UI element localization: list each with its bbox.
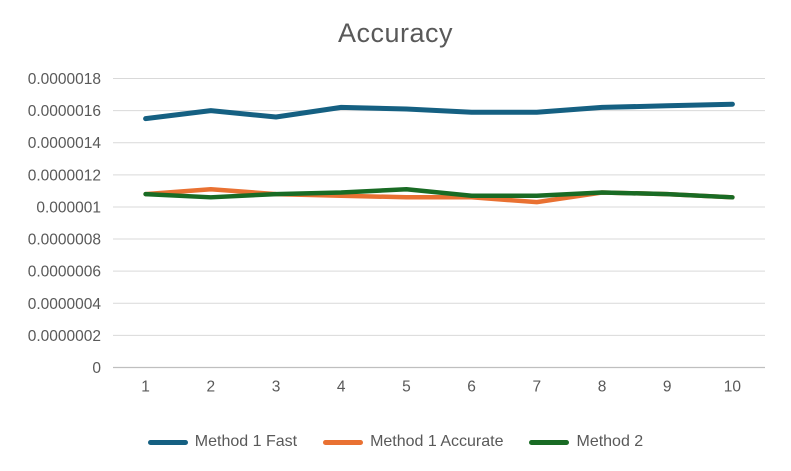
legend: Method 1 Fast Method 1 Accurate Method 2 xyxy=(0,428,791,456)
x-tick-label: 8 xyxy=(598,379,607,396)
x-tick-label: 10 xyxy=(724,379,742,396)
y-tick-label: 0.0000018 xyxy=(28,71,101,88)
x-tick-label: 6 xyxy=(467,379,476,396)
y-tick-label: 0.0000016 xyxy=(28,103,101,120)
y-tick-label: 0 xyxy=(92,360,101,377)
y-tick-label: 0.0000004 xyxy=(28,296,102,313)
series-line-method-2[interactable] xyxy=(143,187,735,200)
y-tick-label: 0.0000008 xyxy=(28,232,101,249)
legend-item-method-2[interactable]: Method 2 xyxy=(529,433,643,451)
x-tick-label: 1 xyxy=(141,379,150,396)
x-tick-label: 7 xyxy=(532,379,541,396)
legend-item-method-1-fast[interactable]: Method 1 Fast xyxy=(147,433,298,451)
y-tick-label: 0.0000006 xyxy=(28,264,101,281)
legend-marker-method-2 xyxy=(529,439,570,445)
series-line-method-1-fast[interactable] xyxy=(143,101,735,122)
legend-label: Method 2 xyxy=(576,433,644,450)
y-tick-label: 0.0000014 xyxy=(28,135,102,152)
legend-label: Method 1 Accurate xyxy=(370,433,504,450)
legend-marker-method-1-fast xyxy=(147,439,188,445)
x-tick-label: 5 xyxy=(402,379,411,396)
x-tick-label: 2 xyxy=(206,379,215,396)
chart-title: Accuracy xyxy=(337,18,454,48)
y-tick-label: 0.000001 xyxy=(36,199,101,216)
legend-label: Method 1 Fast xyxy=(194,433,298,450)
legend-item-method-1-accurate[interactable]: Method 1 Accurate xyxy=(323,433,503,451)
legend-marker-method-1-accurate xyxy=(323,439,364,445)
x-tick-label: 9 xyxy=(663,379,672,396)
y-tick-label: 0.0000012 xyxy=(28,167,101,184)
x-tick-label: 3 xyxy=(272,379,281,396)
x-tick-label: 4 xyxy=(337,379,346,396)
y-tick-label: 0.0000002 xyxy=(28,328,101,345)
